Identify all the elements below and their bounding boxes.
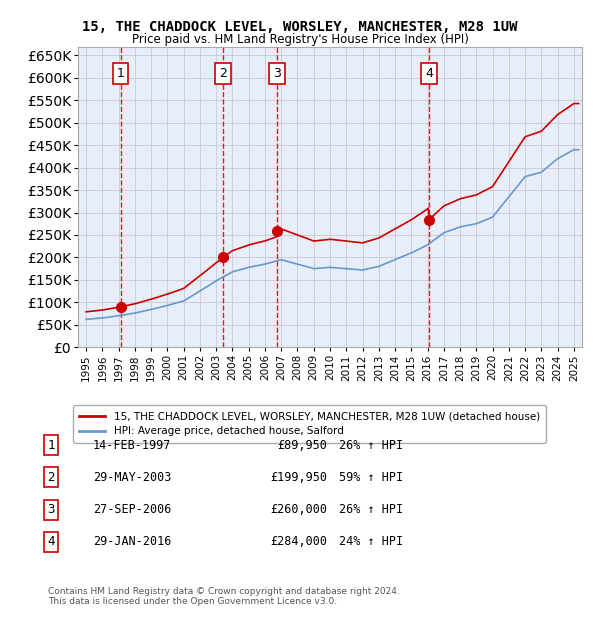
Text: 14-FEB-1997: 14-FEB-1997	[93, 439, 172, 451]
Text: £284,000: £284,000	[270, 536, 327, 548]
Legend: 15, THE CHADDOCK LEVEL, WORSLEY, MANCHESTER, M28 1UW (detached house), HPI: Aver: 15, THE CHADDOCK LEVEL, WORSLEY, MANCHES…	[73, 405, 546, 443]
Text: £199,950: £199,950	[270, 471, 327, 484]
Text: 29-MAY-2003: 29-MAY-2003	[93, 471, 172, 484]
Text: 26% ↑ HPI: 26% ↑ HPI	[339, 503, 403, 516]
Text: £89,950: £89,950	[277, 439, 327, 451]
Text: 3: 3	[47, 503, 55, 516]
Text: Contains HM Land Registry data © Crown copyright and database right 2024.
This d: Contains HM Land Registry data © Crown c…	[48, 587, 400, 606]
Text: Price paid vs. HM Land Registry's House Price Index (HPI): Price paid vs. HM Land Registry's House …	[131, 33, 469, 46]
Text: 1: 1	[116, 67, 125, 80]
Text: 26% ↑ HPI: 26% ↑ HPI	[339, 439, 403, 451]
Text: 4: 4	[47, 536, 55, 548]
Text: 2: 2	[47, 471, 55, 484]
Text: 15, THE CHADDOCK LEVEL, WORSLEY, MANCHESTER, M28 1UW: 15, THE CHADDOCK LEVEL, WORSLEY, MANCHES…	[82, 20, 518, 34]
Text: 24% ↑ HPI: 24% ↑ HPI	[339, 536, 403, 548]
Text: 27-SEP-2006: 27-SEP-2006	[93, 503, 172, 516]
Text: 2: 2	[219, 67, 227, 80]
Text: 3: 3	[273, 67, 281, 80]
Text: 29-JAN-2016: 29-JAN-2016	[93, 536, 172, 548]
Text: 1: 1	[47, 439, 55, 451]
Text: 4: 4	[425, 67, 433, 80]
Text: £260,000: £260,000	[270, 503, 327, 516]
Text: 59% ↑ HPI: 59% ↑ HPI	[339, 471, 403, 484]
